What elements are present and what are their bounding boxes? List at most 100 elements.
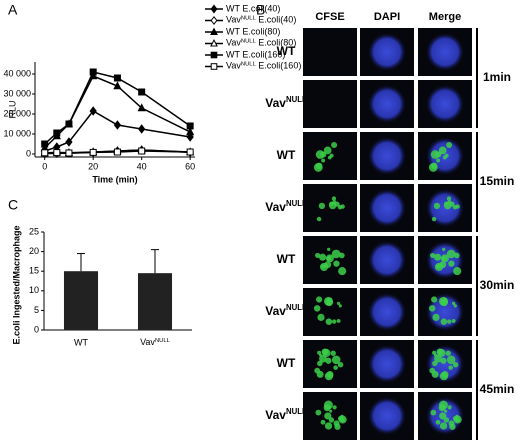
green-signal [321, 158, 326, 163]
green-signal [436, 158, 441, 163]
row-label: VavNULL [265, 95, 307, 111]
green-signal [443, 201, 452, 210]
data-point [113, 148, 121, 156]
green-signal [432, 360, 438, 367]
legend-label: WT E.coli(160) [226, 49, 285, 59]
legend-label: VavNULL E.coli(160) [226, 61, 301, 71]
green-signal [439, 371, 449, 381]
y-tick-label: 5 [34, 305, 39, 315]
legend-marker [210, 63, 218, 70]
green-signal [445, 350, 451, 356]
time-label: 30min [480, 278, 515, 292]
green-signal [452, 415, 459, 422]
green-signal [329, 153, 334, 158]
nucleus [368, 241, 406, 279]
y-tick-label: 30 000 [3, 88, 31, 98]
green-signal [328, 201, 337, 210]
green-signal [337, 205, 343, 210]
green-signal [444, 153, 449, 158]
panel-label: B [256, 2, 265, 18]
green-signal [315, 409, 322, 416]
green-signal [435, 419, 441, 425]
green-signal [327, 247, 331, 251]
time-label: 1min [483, 70, 511, 84]
data-point [89, 106, 97, 116]
green-signal [313, 163, 323, 172]
green-signal [336, 318, 341, 323]
green-signal [453, 267, 462, 276]
green-signal [337, 361, 344, 368]
green-signal [316, 296, 323, 303]
green-signal [441, 256, 447, 261]
data-point [138, 88, 146, 96]
row-label: VavNULL [265, 199, 307, 215]
green-signal [430, 252, 436, 258]
data-point [53, 149, 61, 157]
green-signal [324, 412, 332, 420]
green-signal [329, 409, 333, 413]
green-signal [338, 304, 342, 308]
y-tick-label: 10 [29, 285, 39, 295]
green-signal [439, 422, 448, 430]
green-signal [440, 318, 448, 325]
row-label: VavNULL [265, 407, 307, 423]
time-label: 15min [480, 174, 515, 188]
green-signal [436, 348, 444, 356]
green-signal [316, 370, 324, 378]
green-signal [327, 298, 333, 304]
green-signal [448, 260, 455, 267]
nucleus [368, 189, 406, 227]
green-signal [434, 262, 444, 272]
bar [137, 273, 173, 330]
nucleus [368, 293, 406, 331]
green-signal [323, 404, 331, 412]
data-point [41, 140, 49, 148]
nucleus [368, 33, 406, 71]
green-signal [333, 260, 340, 267]
green-signal [431, 370, 439, 378]
green-signal [319, 262, 329, 272]
bar [63, 271, 99, 330]
green-signal [452, 205, 458, 210]
green-signal [331, 355, 341, 365]
green-signal [432, 313, 440, 321]
green-signal [317, 360, 323, 367]
green-signal [333, 420, 340, 427]
green-signal [328, 417, 335, 423]
row-label: VavNULL [265, 303, 307, 319]
green-signal [442, 298, 448, 304]
x-tick-label: VavNULL [140, 337, 171, 347]
green-signal [317, 350, 322, 355]
nucleus [368, 137, 406, 175]
column-header: Merge [429, 11, 461, 23]
green-signal [338, 267, 347, 276]
legend-marker [210, 4, 218, 14]
green-signal [446, 141, 453, 148]
data-point [53, 129, 61, 137]
micrograph [303, 340, 357, 388]
row-label: WT [277, 148, 296, 162]
green-signal [430, 150, 440, 159]
legend-label: WT E.coli(40) [226, 3, 280, 13]
legend-label: WT E.coli(80) [226, 26, 280, 36]
green-signal [331, 319, 337, 324]
green-signal [446, 249, 456, 259]
row-label: WT [277, 44, 296, 58]
nucleus [426, 85, 464, 123]
green-signal [451, 301, 456, 305]
nucleus [368, 345, 406, 383]
green-signal [453, 304, 457, 308]
green-signal [438, 146, 447, 155]
green-signal [315, 252, 321, 258]
green-signal [321, 348, 329, 356]
column-header: DAPI [374, 11, 400, 23]
y-axis-label: RLU [7, 100, 17, 118]
green-signal [333, 365, 338, 370]
y-tick-label: 15 [29, 266, 39, 276]
green-signal [318, 202, 326, 210]
panel-label: C [8, 197, 18, 213]
micrograph [303, 80, 357, 128]
green-signal [315, 150, 325, 159]
micrograph [303, 28, 357, 76]
data-point [113, 74, 121, 82]
